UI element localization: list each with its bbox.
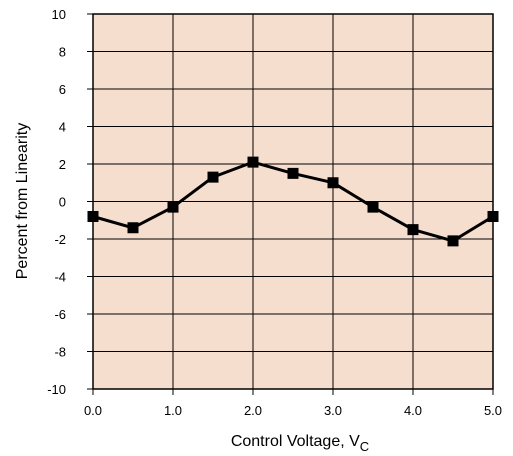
data-point-marker bbox=[367, 201, 379, 213]
data-point-marker bbox=[247, 156, 259, 168]
data-point-marker bbox=[207, 171, 219, 183]
y-tick-label: 10 bbox=[52, 7, 66, 22]
data-point-marker bbox=[487, 211, 499, 222]
data-point-marker bbox=[407, 224, 419, 236]
y-tick-label: 4 bbox=[59, 120, 66, 135]
data-point-marker bbox=[127, 222, 139, 234]
x-tick-label: 2.0 bbox=[244, 403, 262, 418]
data-point-marker bbox=[447, 235, 459, 247]
data-point-marker bbox=[327, 177, 339, 189]
x-tick-label: 0.0 bbox=[84, 403, 102, 418]
y-tick-label: 2 bbox=[59, 157, 66, 172]
x-tick-label: 1.0 bbox=[164, 403, 182, 418]
y-tick-label: -6 bbox=[54, 307, 66, 322]
y-tick-label: 0 bbox=[59, 195, 66, 210]
x-axis-label: Control Voltage, VC bbox=[231, 433, 369, 454]
x-axis-label-subscript: C bbox=[360, 439, 369, 454]
y-axis-label: Percent from Linearity bbox=[14, 123, 31, 280]
y-tick-label: -10 bbox=[47, 382, 66, 397]
y-tick-label: -4 bbox=[54, 270, 66, 285]
y-tick-label: 6 bbox=[59, 82, 66, 97]
y-tick-label: -8 bbox=[54, 345, 66, 360]
x-tick-label: 5.0 bbox=[484, 403, 502, 418]
data-point-marker bbox=[167, 201, 179, 213]
y-tick-label: 8 bbox=[59, 45, 66, 60]
x-axis-label-main: Control Voltage, V bbox=[231, 433, 360, 450]
series-layer bbox=[87, 156, 499, 247]
data-point-marker bbox=[87, 211, 99, 222]
y-axis-ticks: 10 8 6 4 2 0 -2 -4 -6 -8 -10 bbox=[47, 7, 93, 397]
x-tick-label: 3.0 bbox=[324, 403, 342, 418]
x-tick-label: 4.0 bbox=[404, 403, 422, 418]
y-tick-label: -2 bbox=[54, 232, 66, 247]
data-point-marker bbox=[287, 167, 299, 179]
x-axis-ticks: 0.0 1.0 2.0 3.0 4.0 5.0 bbox=[84, 389, 502, 418]
